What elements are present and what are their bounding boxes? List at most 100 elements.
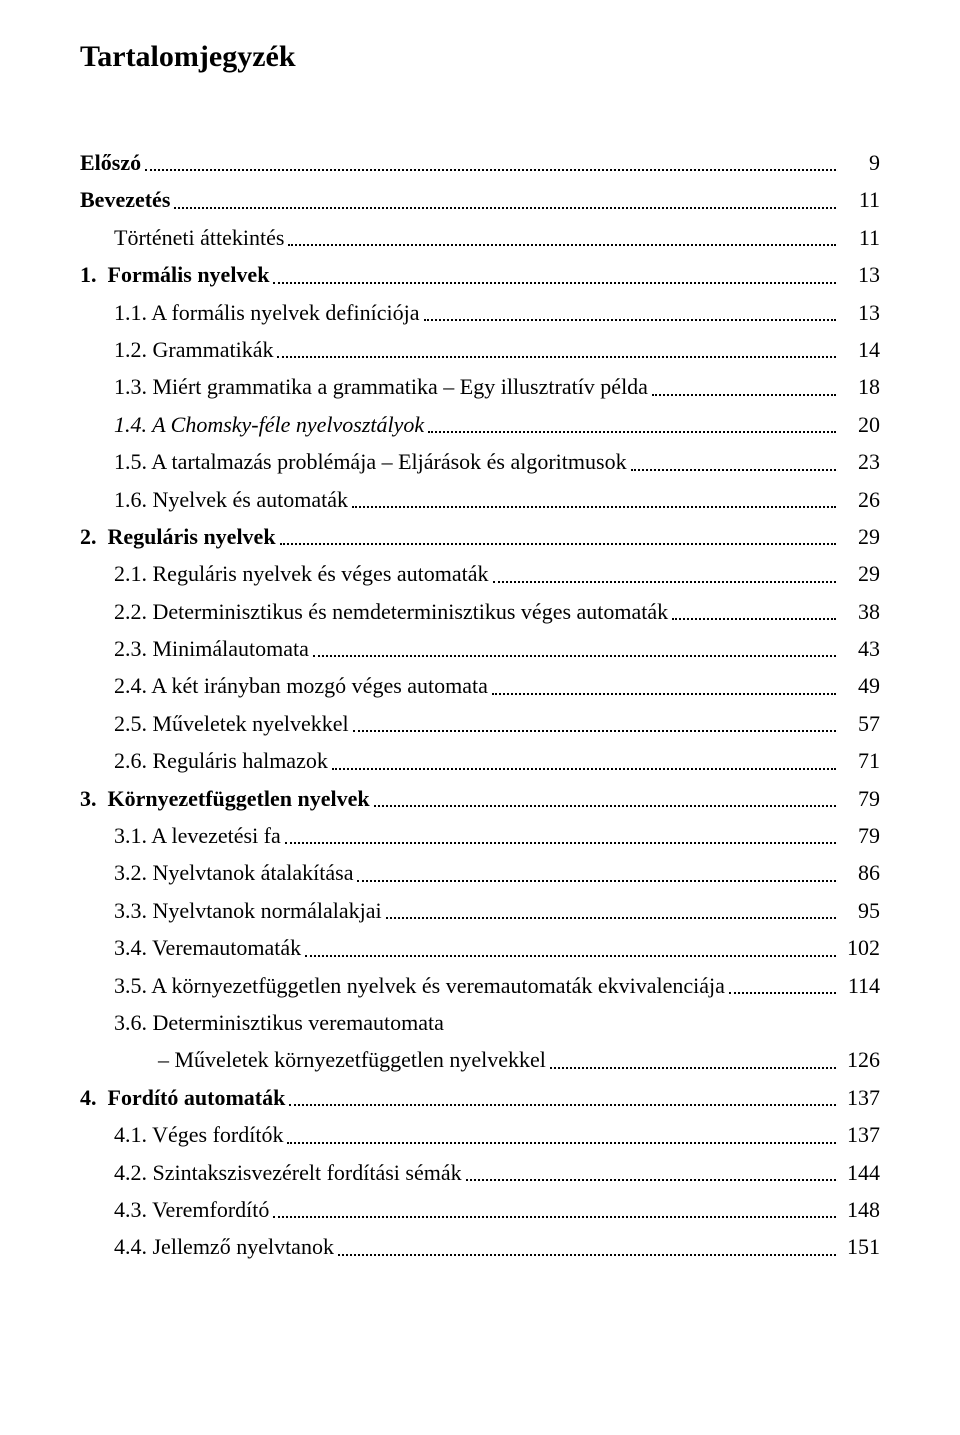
- toc-leader: [386, 917, 836, 919]
- toc-page-number: 9: [840, 144, 880, 181]
- toc-entry: Történeti áttekintés 11: [80, 219, 880, 256]
- toc-leader: [466, 1179, 836, 1181]
- toc-leader: [145, 169, 836, 171]
- toc-leader: [285, 842, 836, 844]
- document-page: Tartalomjegyzék Előszó9Bevezetés11Történ…: [0, 0, 960, 1326]
- toc-label: 2. Reguláris nyelvek: [80, 518, 276, 555]
- toc-entry: 2. Reguláris nyelvek 29: [80, 518, 880, 555]
- toc-leader: [493, 581, 836, 583]
- toc-leader: [672, 618, 836, 620]
- toc-page-number: 137: [840, 1079, 880, 1116]
- toc-page-number: 126: [840, 1041, 880, 1078]
- toc-page-number: 11: [840, 181, 880, 218]
- toc-page-number: 11: [840, 219, 880, 256]
- toc-page-number: 79: [840, 780, 880, 817]
- toc-entry: 3.4. Veremautomaták102: [80, 929, 880, 966]
- toc-page-number: 29: [840, 555, 880, 592]
- toc-leader: [273, 1216, 836, 1218]
- toc-label: 4. Fordító automaták: [80, 1079, 285, 1116]
- toc-entry: 1.1. A formális nyelvek definíciója 13: [80, 294, 880, 331]
- toc-leader: [174, 207, 836, 209]
- toc-leader: [288, 244, 836, 246]
- toc-page-number: 13: [840, 256, 880, 293]
- toc-entry: 2.1. Reguláris nyelvek és véges automatá…: [80, 555, 880, 592]
- toc-label: Történeti áttekintés: [114, 219, 284, 256]
- toc-label: 2.5. Műveletek nyelvekkel: [114, 705, 349, 742]
- toc-page-number: 137: [840, 1116, 880, 1153]
- toc-label: 3. Környezetfüggetlen nyelvek: [80, 780, 370, 817]
- toc-leader: [492, 693, 836, 695]
- toc-entry: 4.3. Veremfordító 148: [80, 1191, 880, 1228]
- toc-entry: 2.6. Reguláris halmazok 71: [80, 742, 880, 779]
- toc-entry: 2.2. Determinisztikus és nemdeterminiszt…: [80, 593, 880, 630]
- toc-leader: [729, 992, 836, 994]
- toc-leader: [550, 1067, 836, 1069]
- toc-page-number: 38: [840, 593, 880, 630]
- toc-label: 1.4. A Chomsky-féle nyelvosztályok: [114, 406, 424, 443]
- toc-leader: [332, 768, 836, 770]
- toc-entry: Előszó 9: [80, 144, 880, 181]
- toc-entry: 4.4. Jellemző nyelvtanok 151: [80, 1228, 880, 1265]
- toc-entry: 3.1. A levezetési fa79: [80, 817, 880, 854]
- toc-page-number: 29: [840, 518, 880, 555]
- toc-page-number: 144: [840, 1154, 880, 1191]
- toc-label: 2.1. Reguláris nyelvek és véges automatá…: [114, 555, 489, 592]
- toc-entry: 3.3. Nyelvtanok normálalakjai95: [80, 892, 880, 929]
- toc-page-number: 26: [840, 481, 880, 518]
- toc-label: 1.3. Miért grammatika a grammatika – Egy…: [114, 368, 648, 405]
- toc-label: 1.5. A tartalmazás problémája – Eljáráso…: [114, 443, 627, 480]
- toc-entry: 3.6. Determinisztikus veremautomata: [80, 1004, 880, 1041]
- toc-leader: [652, 394, 836, 396]
- table-of-contents: Előszó9Bevezetés11Történeti áttekintés11…: [80, 144, 880, 1266]
- toc-entry: 1. Formális nyelvek 13: [80, 256, 880, 293]
- toc-leader: [338, 1254, 836, 1256]
- toc-page-number: 20: [840, 406, 880, 443]
- toc-entry: 3. Környezetfüggetlen nyelvek 79: [80, 780, 880, 817]
- toc-page-number: 95: [840, 892, 880, 929]
- toc-entry: 3.5. A környezetfüggetlen nyelvek és ver…: [80, 967, 880, 1004]
- toc-entry: 4.1. Véges fordítók 137: [80, 1116, 880, 1153]
- toc-page-number: 151: [840, 1228, 880, 1265]
- toc-leader: [374, 805, 836, 807]
- toc-label: 3.6. Determinisztikus veremautomata: [114, 1004, 444, 1041]
- toc-label: 3.2. Nyelvtanok átalakítása: [114, 854, 353, 891]
- toc-entry: 2.3. Minimálautomata43: [80, 630, 880, 667]
- toc-label: 1.2. Grammatikák: [114, 331, 273, 368]
- toc-entry: 1.2. Grammatikák 14: [80, 331, 880, 368]
- toc-page-number: 18: [840, 368, 880, 405]
- toc-label: 2.6. Reguláris halmazok: [114, 742, 328, 779]
- toc-label: 4.4. Jellemző nyelvtanok: [114, 1228, 334, 1265]
- toc-label: – Műveletek környezetfüggetlen nyelvekke…: [158, 1041, 546, 1078]
- toc-leader: [287, 1142, 836, 1144]
- toc-leader: [352, 506, 836, 508]
- toc-leader: [277, 356, 836, 358]
- toc-label: 1.6. Nyelvek és automaták: [114, 481, 348, 518]
- toc-page-number: 23: [840, 443, 880, 480]
- page-title: Tartalomjegyzék: [80, 40, 880, 74]
- toc-label: 1. Formális nyelvek: [80, 256, 269, 293]
- toc-page-number: 13: [840, 294, 880, 331]
- toc-label: Előszó: [80, 144, 141, 181]
- toc-label: 4.3. Veremfordító: [114, 1191, 269, 1228]
- toc-entry: 1.4. A Chomsky-féle nyelvosztályok 20: [80, 406, 880, 443]
- toc-leader: [280, 543, 836, 545]
- toc-page-number: 114: [840, 967, 880, 1004]
- toc-leader: [353, 730, 836, 732]
- toc-entry: 2.4. A két irányban mozgó véges automata…: [80, 667, 880, 704]
- toc-label: 1.1. A formális nyelvek definíciója: [114, 294, 420, 331]
- toc-label: 3.1. A levezetési fa: [114, 817, 281, 854]
- toc-page-number: 49: [840, 667, 880, 704]
- toc-page-number: 71: [840, 742, 880, 779]
- toc-leader: [357, 880, 836, 882]
- toc-label: 4.1. Véges fordítók: [114, 1116, 283, 1153]
- toc-page-number: 14: [840, 331, 880, 368]
- toc-label: 3.4. Veremautomaták: [114, 929, 301, 966]
- toc-page-number: 148: [840, 1191, 880, 1228]
- toc-leader: [428, 431, 836, 433]
- toc-label: 4.2. Szintakszisvezérelt fordítási sémák: [114, 1154, 462, 1191]
- toc-leader: [313, 655, 836, 657]
- toc-leader: [305, 955, 836, 957]
- toc-entry: 1.5. A tartalmazás problémája – Eljáráso…: [80, 443, 880, 480]
- toc-label: 2.4. A két irányban mozgó véges automata: [114, 667, 488, 704]
- toc-entry: 1.6. Nyelvek és automaták 26: [80, 481, 880, 518]
